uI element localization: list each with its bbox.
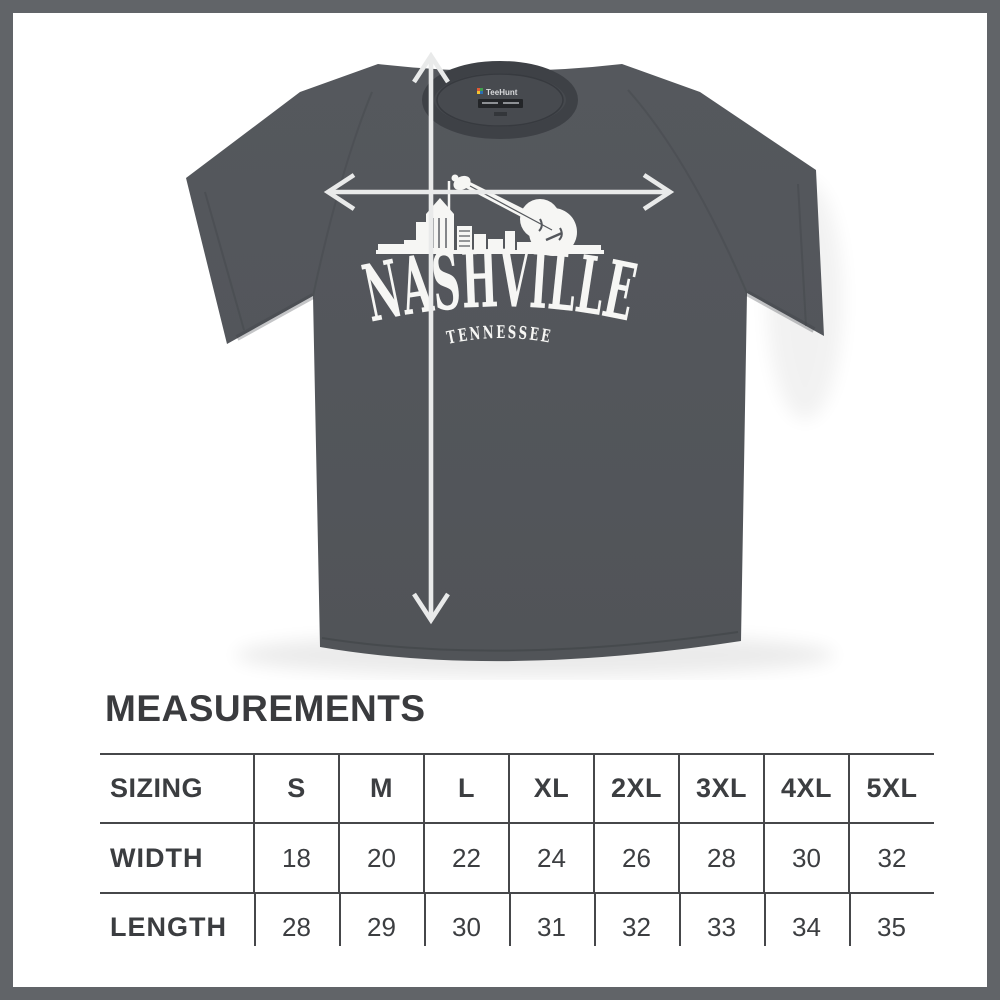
- tshirt-photo: TeeHunt: [13, 13, 987, 680]
- value-cell: 20: [338, 823, 424, 893]
- size-table: SIZING S M L XL 2XL 3XL 4XL 5XL WIDTH 18…: [100, 753, 934, 961]
- skyline-guitar-art: [376, 174, 604, 256]
- value-cell: 32: [594, 893, 679, 961]
- brand-label: TeeHunt: [477, 88, 523, 116]
- tshirt-photo-svg: TeeHunt: [186, 51, 843, 677]
- value-cell: 32: [848, 823, 934, 893]
- size-cell: L: [423, 754, 509, 823]
- value-cell: 29: [339, 893, 424, 961]
- hem-stitch: [321, 631, 739, 652]
- care-label: [478, 99, 523, 108]
- size-cell: 2XL: [593, 754, 679, 823]
- value-cell: 28: [254, 893, 339, 961]
- length-label-cell: LENGTH: [110, 912, 227, 942]
- value-cell: 30: [763, 823, 849, 893]
- brand-label-text: TeeHunt: [486, 88, 518, 97]
- value-cell: 35: [849, 893, 934, 961]
- sizing-header-cell: SIZING: [110, 773, 204, 803]
- value-cell: 28: [678, 823, 764, 893]
- length-arrow: [412, 51, 450, 625]
- shirt-silhouette: [186, 64, 824, 662]
- size-cell: 4XL: [763, 754, 849, 823]
- width-label-cell: WIDTH: [110, 842, 204, 873]
- value-cell: 30: [424, 893, 509, 961]
- size-tag: [494, 112, 507, 116]
- measurements-heading: MEASUREMENTS: [105, 688, 426, 729]
- size-cell: 5XL: [848, 754, 934, 823]
- size-table-header-row: SIZING S M L XL 2XL 3XL 4XL 5XL: [100, 754, 934, 823]
- value-cell: 26: [593, 823, 679, 893]
- value-cell: 18: [253, 823, 339, 893]
- value-cell: 33: [679, 893, 764, 961]
- width-row: WIDTH 18 20 22 24 26 28 30 32: [100, 823, 934, 893]
- length-row: LENGTH 28 29 30 31 32 33 34 35: [100, 893, 934, 961]
- size-cell: M: [338, 754, 424, 823]
- size-cell: XL: [508, 754, 594, 823]
- width-arrow: [323, 173, 675, 211]
- tshirt: TeeHunt: [186, 51, 824, 662]
- value-cell: 22: [423, 823, 509, 893]
- size-cell: 3XL: [678, 754, 764, 823]
- value-cell: 24: [508, 823, 594, 893]
- value-cell: 31: [509, 893, 594, 961]
- value-cell: 34: [764, 893, 849, 961]
- nashville-design: NASHVILLE TENNESSEE: [356, 174, 643, 349]
- size-cell: S: [253, 754, 339, 823]
